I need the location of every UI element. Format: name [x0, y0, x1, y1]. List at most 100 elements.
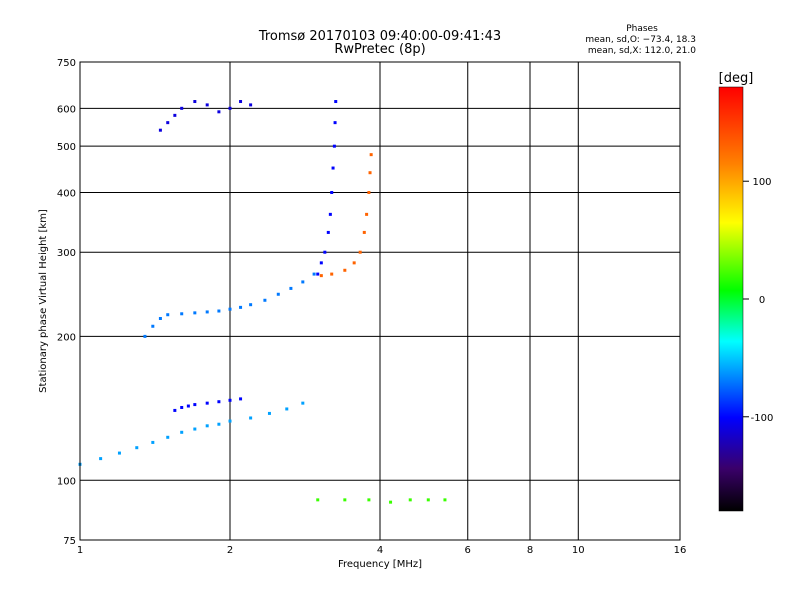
data-point: [151, 324, 155, 328]
data-point: [166, 435, 170, 439]
data-point: [193, 311, 197, 315]
data-point: [343, 498, 347, 502]
data-point: [166, 121, 170, 125]
data-point: [217, 422, 221, 426]
data-point: [367, 498, 371, 502]
colorbar-tick-label: -100: [751, 413, 774, 424]
y-tick-label: 75: [63, 536, 76, 547]
data-point: [312, 272, 316, 276]
data-point: [263, 298, 267, 302]
stats-line-o: mean, sd,O: −73.4, 18.3: [585, 35, 696, 45]
data-point: [249, 303, 253, 307]
data-point: [217, 309, 221, 313]
data-point: [331, 166, 335, 170]
data-point: [239, 305, 243, 309]
data-points: [78, 100, 447, 504]
data-point: [443, 498, 447, 502]
colorbar-label: [deg]: [719, 71, 754, 86]
data-point: [426, 498, 430, 502]
data-point: [217, 400, 221, 404]
data-point: [99, 457, 103, 461]
stats-heading: Phases: [626, 24, 658, 34]
data-point: [249, 103, 253, 107]
data-point: [365, 212, 369, 216]
y-tick-label: 500: [57, 142, 76, 153]
y-axis-label: Stationary phase Virtual Height [km]: [38, 209, 49, 393]
data-point: [180, 430, 184, 434]
x-tick-label: 4: [377, 545, 383, 556]
y-axis-ticks: 75 100 200 300 400 500 600 750: [57, 58, 76, 547]
data-point: [368, 171, 372, 175]
y-tick-label: 100: [57, 476, 76, 487]
data-point: [328, 212, 332, 216]
x-tick-label: 6: [465, 545, 471, 556]
data-point: [158, 128, 162, 132]
colorbar-tick-label: 0: [759, 295, 765, 306]
x-tick-label: 2: [227, 545, 233, 556]
data-point: [289, 286, 293, 290]
x-tick-label: 8: [527, 545, 533, 556]
x-tick-label: 1: [77, 545, 83, 556]
data-point: [166, 313, 170, 317]
data-point: [205, 424, 209, 428]
data-point: [301, 280, 305, 284]
data-point: [228, 307, 232, 311]
data-point: [180, 106, 184, 110]
chart-subtitle: RwPretec (8p): [334, 42, 425, 57]
x-tick-label: 16: [674, 545, 687, 556]
data-point: [333, 121, 337, 125]
data-point: [186, 404, 190, 408]
data-point: [332, 144, 336, 148]
chart-title: Tromsø 20170103 09:40:00-09:41:43: [258, 29, 501, 44]
data-point: [217, 110, 221, 114]
data-point: [326, 230, 330, 234]
grid-lines: [80, 62, 680, 540]
x-axis-ticks: 1 2 4 6 8 10 16: [77, 545, 687, 556]
data-point: [228, 398, 232, 402]
data-point: [173, 408, 177, 412]
data-point: [319, 274, 323, 278]
data-point: [369, 153, 373, 157]
data-point: [301, 401, 305, 405]
data-point: [205, 401, 209, 405]
data-point: [367, 190, 371, 194]
data-point: [228, 419, 232, 423]
data-point: [362, 230, 366, 234]
colorbar-tick-label: 100: [752, 177, 771, 188]
data-point: [205, 310, 209, 314]
data-point: [143, 334, 147, 338]
data-point: [276, 292, 280, 296]
data-point: [267, 411, 271, 415]
x-axis-label: Frequency [MHz]: [338, 559, 422, 570]
data-point: [316, 272, 320, 276]
data-point: [408, 498, 412, 502]
data-point: [151, 440, 155, 444]
data-point: [193, 100, 197, 104]
y-tick-label: 600: [57, 104, 76, 115]
colorbar-ticks: 100 0 -100: [743, 177, 773, 424]
data-point: [239, 397, 243, 401]
data-point: [193, 427, 197, 431]
colorbar: [718, 86, 744, 512]
y-tick-label: 750: [57, 58, 76, 69]
data-point: [180, 405, 184, 409]
data-point: [316, 498, 320, 502]
stats-line-x: mean, sd,X: 112.0, 21.0: [588, 46, 696, 56]
data-point: [228, 106, 232, 110]
data-point: [330, 272, 334, 276]
data-point: [239, 100, 243, 104]
y-tick-label: 200: [57, 332, 76, 343]
x-tick-label: 10: [572, 545, 585, 556]
data-point: [352, 261, 356, 265]
data-point: [285, 407, 289, 411]
data-point: [358, 250, 362, 254]
data-point: [135, 446, 139, 450]
data-point: [249, 416, 253, 420]
data-point: [323, 250, 327, 254]
data-point: [193, 403, 197, 407]
y-tick-label: 400: [57, 188, 76, 199]
data-point: [205, 103, 209, 107]
data-point: [180, 312, 184, 316]
data-point: [343, 268, 347, 272]
